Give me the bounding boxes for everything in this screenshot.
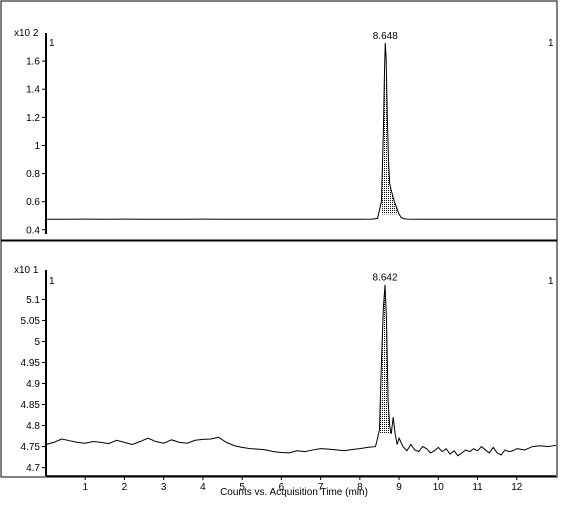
top-y-tick-label: 1.2: [26, 113, 40, 124]
x-tick-label: 1: [82, 482, 88, 493]
bottom-peak-shaded-area: [379, 284, 392, 434]
x-tick-label: 9: [396, 482, 402, 493]
bottom-y-tick-label: 5.05: [21, 316, 41, 327]
bottom-peak-label: 8.642: [373, 273, 398, 284]
bottom-y-tick-label: 4.95: [21, 358, 41, 369]
bottom-y-tick-label: 5: [34, 337, 40, 348]
x-tick-label: 4: [200, 482, 206, 493]
top-peak-shaded-area: [381, 42, 400, 215]
bottom-trace-line: [45, 284, 557, 457]
bottom-y-tick-label: 4.8: [26, 421, 40, 432]
top-chromatogram-panel: x10 2 1 1 8.648 0.4 0.6 0.8 1 1.2 1.4 1.6: [0, 0, 558, 241]
top-y-tick-label: 1.4: [26, 85, 40, 96]
top-y-ticks: 0.4 0.6 0.8 1 1.2 1.4 1.6: [26, 57, 46, 236]
bottom-y-tick-label: 4.7: [26, 463, 40, 474]
top-corner-label-right: 1: [548, 38, 554, 49]
top-trace-line: [46, 42, 556, 220]
top-y-tick-label: 1: [34, 141, 40, 152]
x-tick-label: 5: [239, 482, 245, 493]
x-axis-title: Counts vs. Acquisition Time (min): [220, 487, 368, 498]
x-tick-label: 11: [472, 482, 483, 493]
top-y-tick-label: 1.6: [26, 57, 40, 68]
x-tick-label: 3: [161, 482, 167, 493]
top-panel-frame: [0, 0, 558, 241]
bottom-chromatogram-panel: x10 1 1 1 8.642 4.7 4.75 4.8 4.85 4.9 4.95 5 5.…: [0, 240, 558, 498]
top-y-tick-label: 0.4: [26, 225, 40, 236]
x-tick-label: 8: [357, 482, 363, 493]
x-tick-label: 12: [511, 482, 523, 493]
top-y-tick-label: 0.6: [26, 197, 40, 208]
top-corner-label-left: 1: [49, 38, 55, 49]
bottom-y-tick-label: 5.1: [26, 295, 40, 306]
top-peak-label: 8.648: [373, 31, 398, 42]
bottom-y-ticks: 4.7 4.75 4.8 4.85 4.9 4.95 5 5.05 5.1: [21, 295, 46, 474]
x-tick-label: 10: [433, 482, 445, 493]
top-y-tick-label: 0.8: [26, 169, 40, 180]
x-tick-label: 6: [279, 482, 285, 493]
top-y-multiplier: x10 2: [14, 28, 39, 39]
bottom-y-tick-label: 4.9: [26, 379, 40, 390]
bottom-y-tick-label: 4.85: [21, 400, 41, 411]
bottom-x-ticks: 1 2 3 4 5 6 7 8 9 10 11 12: [82, 476, 523, 493]
bottom-y-multiplier: x10 1: [14, 265, 39, 276]
x-tick-label: 7: [318, 482, 324, 493]
bottom-panel-frame: [0, 240, 558, 478]
bottom-corner-label-right: 1: [548, 276, 554, 287]
bottom-corner-label-left: 1: [49, 276, 55, 287]
bottom-y-tick-label: 4.75: [21, 442, 41, 453]
x-tick-label: 2: [122, 482, 128, 493]
